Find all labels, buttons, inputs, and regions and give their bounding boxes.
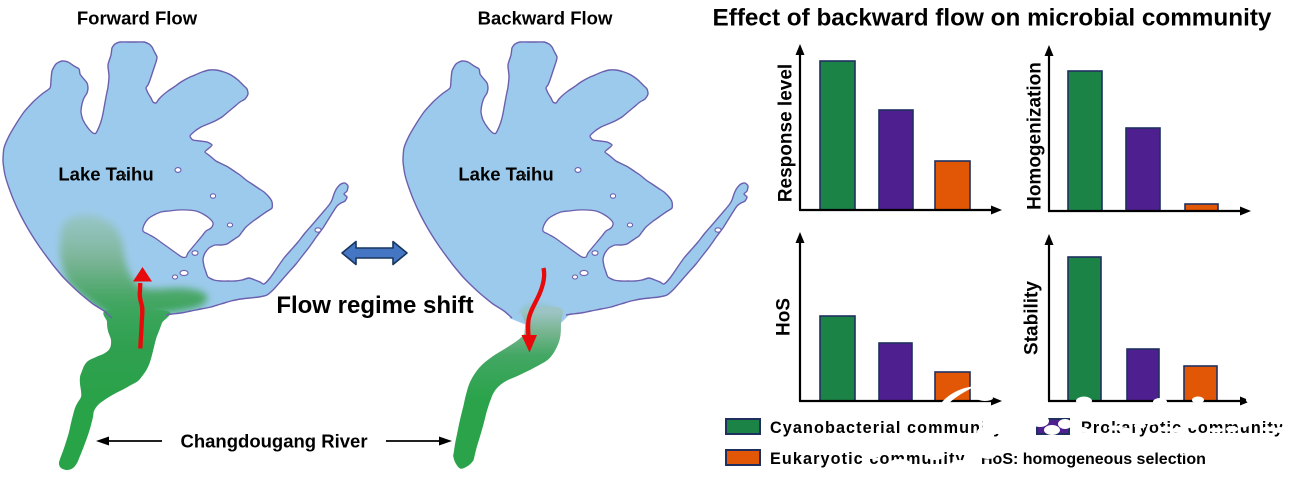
svg-text:Homogenization: Homogenization xyxy=(1025,62,1046,210)
svg-text:Changdougang River: Changdougang River xyxy=(180,430,367,451)
svg-text:Lake Taihu: Lake Taihu xyxy=(58,164,153,185)
svg-text:Forward Flow: Forward Flow xyxy=(77,7,198,28)
svg-text:Flow regime shift: Flow regime shift xyxy=(276,292,473,319)
svg-text:Lake Taihu: Lake Taihu xyxy=(458,164,553,185)
svg-text:Cyanobacterial community: Cyanobacterial community xyxy=(770,419,1003,437)
svg-text:Response level: Response level xyxy=(776,64,797,202)
svg-text:HoS: HoS xyxy=(774,298,795,336)
svg-text:Stability: Stability xyxy=(1022,281,1043,355)
svg-text:Backward Flow: Backward Flow xyxy=(478,7,613,28)
svg-text:Effect of backward flow on mic: Effect of backward flow on microbial com… xyxy=(713,5,1272,32)
svg-text:HoS: homogeneous selection: HoS: homogeneous selection xyxy=(981,451,1206,468)
svg-text:Eukaryotic community: Eukaryotic community xyxy=(770,450,966,468)
